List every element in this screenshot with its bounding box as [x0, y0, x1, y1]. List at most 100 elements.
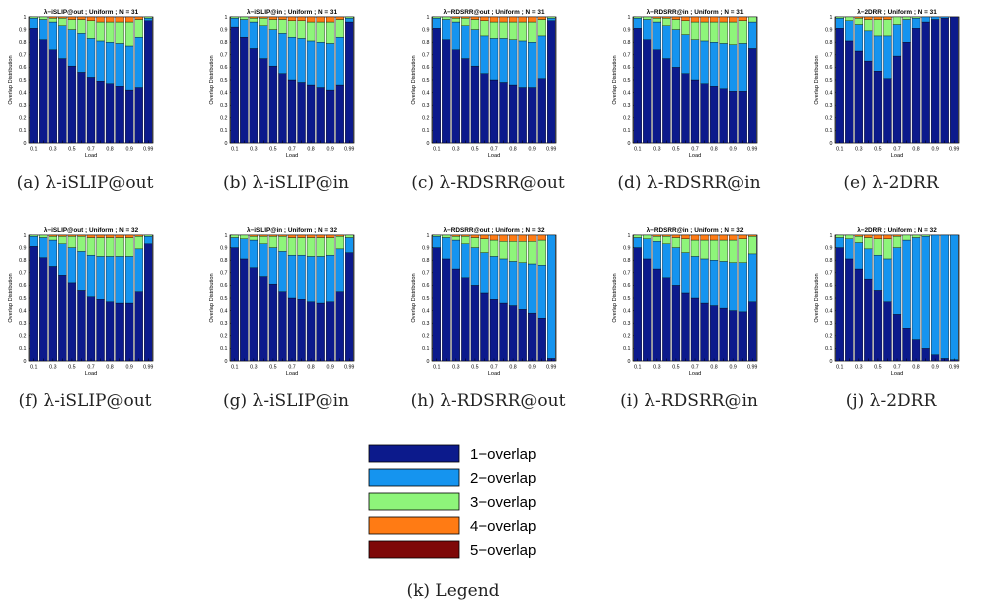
bar-segment-4-overlap	[461, 16, 470, 19]
x-axis-label: Load	[689, 153, 701, 159]
bar-segment-4-overlap	[124, 234, 134, 238]
bar-segment-1-overlap	[287, 79, 297, 144]
bar-segment-3-overlap	[518, 241, 527, 263]
bar-segment-2-overlap	[77, 33, 86, 73]
bar-segment-4-overlap	[518, 16, 527, 23]
bar-segment-2-overlap	[48, 239, 58, 267]
bar-segment-3-overlap	[499, 21, 508, 39]
x-tick-label: 0.5	[68, 147, 75, 153]
bar-segment-2-overlap	[633, 237, 642, 248]
bar-segment-4-overlap	[709, 16, 719, 23]
bar-segment-3-overlap	[442, 16, 451, 20]
x-tick-label: 0.8	[912, 147, 919, 153]
bar-segment-2-overlap	[230, 18, 239, 28]
bar-segment-2-overlap	[39, 237, 48, 258]
legend-label-3: 3−overlap	[470, 494, 536, 511]
bar-segment-4-overlap	[748, 234, 757, 237]
bar-segment-1-overlap	[470, 285, 480, 362]
bar-segment-1-overlap	[681, 292, 690, 362]
y-tick-label: 0	[628, 359, 631, 365]
x-tick-label: 0.7	[288, 365, 295, 371]
y-tick-label: 0.9	[19, 245, 26, 251]
bar-segment-1-overlap	[105, 301, 115, 362]
bar-segment-1-overlap	[29, 246, 38, 362]
bar-segment-4-overlap	[259, 234, 268, 237]
y-tick-label: 0.1	[825, 346, 832, 352]
bar-segment-2-overlap	[86, 38, 96, 78]
bar-segment-2-overlap	[719, 43, 728, 89]
bar-segment-2-overlap	[518, 262, 527, 310]
y-tick-label: 0.1	[220, 346, 227, 352]
bar-segment-1-overlap	[537, 78, 546, 144]
bar-segment-1-overlap	[681, 73, 690, 144]
y-tick-label: 0.3	[623, 103, 630, 109]
y-tick-label: 0.7	[220, 271, 227, 277]
bar-segment-4-overlap	[652, 234, 662, 237]
bar-segment-4-overlap	[48, 16, 58, 19]
bar-segment-3-overlap	[864, 19, 873, 32]
bar-segment-2-overlap	[662, 243, 671, 279]
bar-segment-3-overlap	[77, 236, 86, 252]
y-tick-label: 0.9	[422, 245, 429, 251]
bar-segment-1-overlap	[268, 283, 278, 362]
bar-segment-3-overlap	[461, 18, 470, 26]
bar-segment-3-overlap	[432, 234, 441, 237]
bar-segment-3-overlap	[709, 239, 719, 261]
bar-segment-2-overlap	[728, 262, 738, 311]
bar-segment-2-overlap	[96, 40, 105, 82]
bar-segment-2-overlap	[738, 262, 747, 313]
bar-segment-3-overlap	[633, 16, 642, 19]
y-tick-label: 0.9	[220, 27, 227, 33]
x-tick-label: 0.3	[855, 365, 862, 371]
bar-segment-4-overlap	[864, 16, 873, 20]
x-axis-label: Load	[891, 371, 903, 377]
bar-segment-3-overlap	[728, 21, 738, 45]
bar-segment-2-overlap	[470, 247, 480, 286]
bar-segment-3-overlap	[690, 239, 700, 257]
bar-segment-4-overlap	[86, 234, 96, 238]
y-tick-label: 0	[427, 359, 430, 365]
bar-segment-1-overlap	[547, 20, 556, 144]
bar-segment-4-overlap	[48, 234, 58, 237]
legend-swatch-5	[368, 540, 460, 559]
bar-segment-2-overlap	[306, 40, 316, 86]
bar-segment-1-overlap	[249, 48, 259, 144]
y-tick-label: 0.8	[220, 258, 227, 264]
y-tick-label: 0.4	[825, 308, 832, 314]
y-tick-label: 0.2	[19, 334, 26, 340]
bar-segment-4-overlap	[499, 234, 508, 242]
bar-segment-4-overlap	[316, 16, 325, 23]
bar-segment-3-overlap	[480, 238, 489, 253]
bar-segment-1-overlap	[287, 297, 297, 362]
x-tick-label: 0.8	[509, 365, 516, 371]
bar-segment-4-overlap	[470, 16, 480, 20]
y-tick-label: 0.5	[422, 78, 429, 84]
bar-segment-2-overlap	[547, 18, 556, 21]
bar-segment-1-overlap	[134, 87, 143, 144]
bar-segment-2-overlap	[864, 30, 873, 62]
bar-segment-4-overlap	[297, 234, 306, 238]
bar-segment-3-overlap	[873, 19, 883, 37]
y-tick-label: 0.9	[825, 27, 832, 33]
chart-panel-10: λ−2DRR ; Uniform ; N = 3200.10.20.30.40.…	[814, 226, 959, 411]
y-tick-label: 1	[830, 233, 833, 239]
bar-segment-1-overlap	[451, 268, 461, 362]
x-tick-label: 0.1	[634, 147, 641, 153]
y-tick-label: 0.8	[422, 258, 429, 264]
x-tick-label: 0.99	[747, 365, 757, 371]
bar-segment-3-overlap	[883, 19, 892, 37]
bar-segment-4-overlap	[537, 234, 546, 241]
bar-segment-1-overlap	[652, 268, 662, 362]
x-tick-label: 0.3	[49, 147, 56, 153]
bar-segment-4-overlap	[461, 234, 470, 237]
y-tick-label: 0.3	[623, 321, 630, 327]
bar-segment-3-overlap	[470, 19, 480, 30]
y-tick-label: 0.8	[623, 258, 630, 264]
bar-segment-1-overlap	[67, 65, 77, 144]
y-tick-label: 0.3	[422, 321, 429, 327]
y-axis-label: Overlap Distribution	[814, 55, 820, 104]
bar-segment-2-overlap	[67, 29, 77, 67]
bar-segment-2-overlap	[278, 33, 287, 74]
bar-segment-1-overlap	[911, 339, 921, 362]
bar-segment-1-overlap	[58, 58, 67, 144]
